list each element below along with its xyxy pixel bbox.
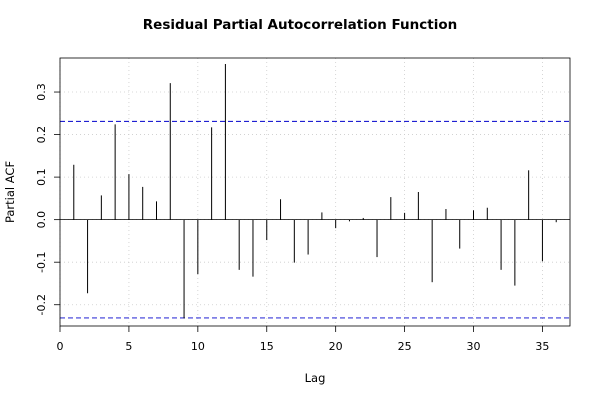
x-axis-label: Lag (305, 371, 326, 385)
y-tick-label: 0.1 (35, 168, 48, 186)
grid-lines (59, 58, 570, 326)
x-tick-label: 35 (535, 340, 549, 353)
x-tick-label: 0 (57, 340, 64, 353)
y-axis: -0.2 -0.1 0.0 0.1 0.2 0.3 (35, 83, 60, 315)
x-tick-label: 5 (125, 340, 132, 353)
y-tick-label: -0.1 (35, 251, 48, 272)
x-tick-label: 30 (467, 340, 481, 353)
x-tick-label: 20 (329, 340, 343, 353)
x-tick-label: 25 (398, 340, 412, 353)
x-tick-label: 10 (191, 340, 205, 353)
chart-title: Residual Partial Autocorrelation Functio… (143, 17, 457, 33)
pacf-bars (73, 63, 557, 319)
x-axis: 0 5 10 15 20 25 30 35 (57, 326, 549, 353)
x-tick-label: 15 (260, 340, 274, 353)
y-tick-label: 0.0 (35, 211, 48, 229)
y-tick-label: -0.2 (35, 294, 48, 315)
y-tick-label: 0.2 (35, 126, 48, 144)
y-axis-label: Partial ACF (3, 161, 17, 223)
confidence-bounds (60, 120, 570, 319)
y-tick-label: 0.3 (35, 83, 48, 101)
plot-frame (59, 57, 571, 327)
